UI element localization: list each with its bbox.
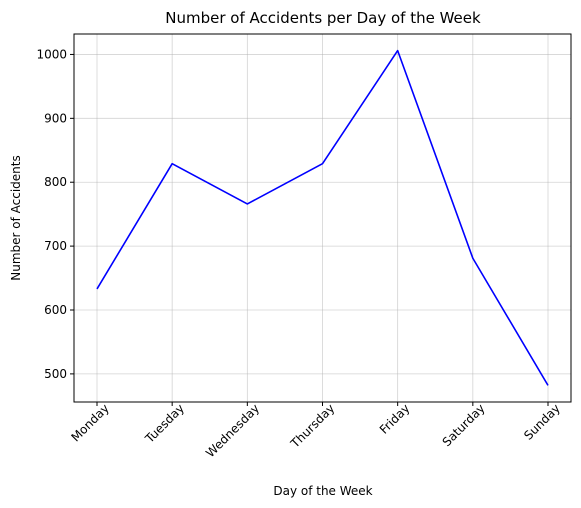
x-axis-label: Day of the Week: [273, 484, 372, 498]
x-tick-label: Tuesday: [142, 401, 187, 446]
y-tick-label: 700: [44, 239, 67, 253]
y-tick-label: 600: [44, 303, 67, 317]
x-tick-label: Sunday: [521, 401, 563, 443]
chart-title: Number of Accidents per Day of the Week: [165, 9, 481, 27]
y-tick-label: 500: [44, 367, 67, 381]
y-axis-label: Number of Accidents: [9, 155, 23, 281]
plot-lines: [96, 49, 549, 386]
y-tick-label: 900: [44, 111, 67, 125]
y-tick-label: 800: [44, 175, 67, 189]
x-axis: Monday Tuesday Wednesday Thursday Friday Satu…: [68, 401, 562, 460]
x-tick-label: Wednesday: [203, 401, 262, 460]
x-tick-label: Saturday: [440, 401, 488, 449]
grid: [74, 34, 571, 402]
y-tick-label: 1000: [36, 47, 67, 61]
x-tick-label: Friday: [377, 401, 413, 437]
series-line: [96, 49, 549, 386]
y-axis: 500 600 700 800 900 1000: [36, 47, 74, 381]
x-tick-label: Thursday: [287, 401, 337, 451]
x-tick-label: Monday: [68, 401, 111, 444]
